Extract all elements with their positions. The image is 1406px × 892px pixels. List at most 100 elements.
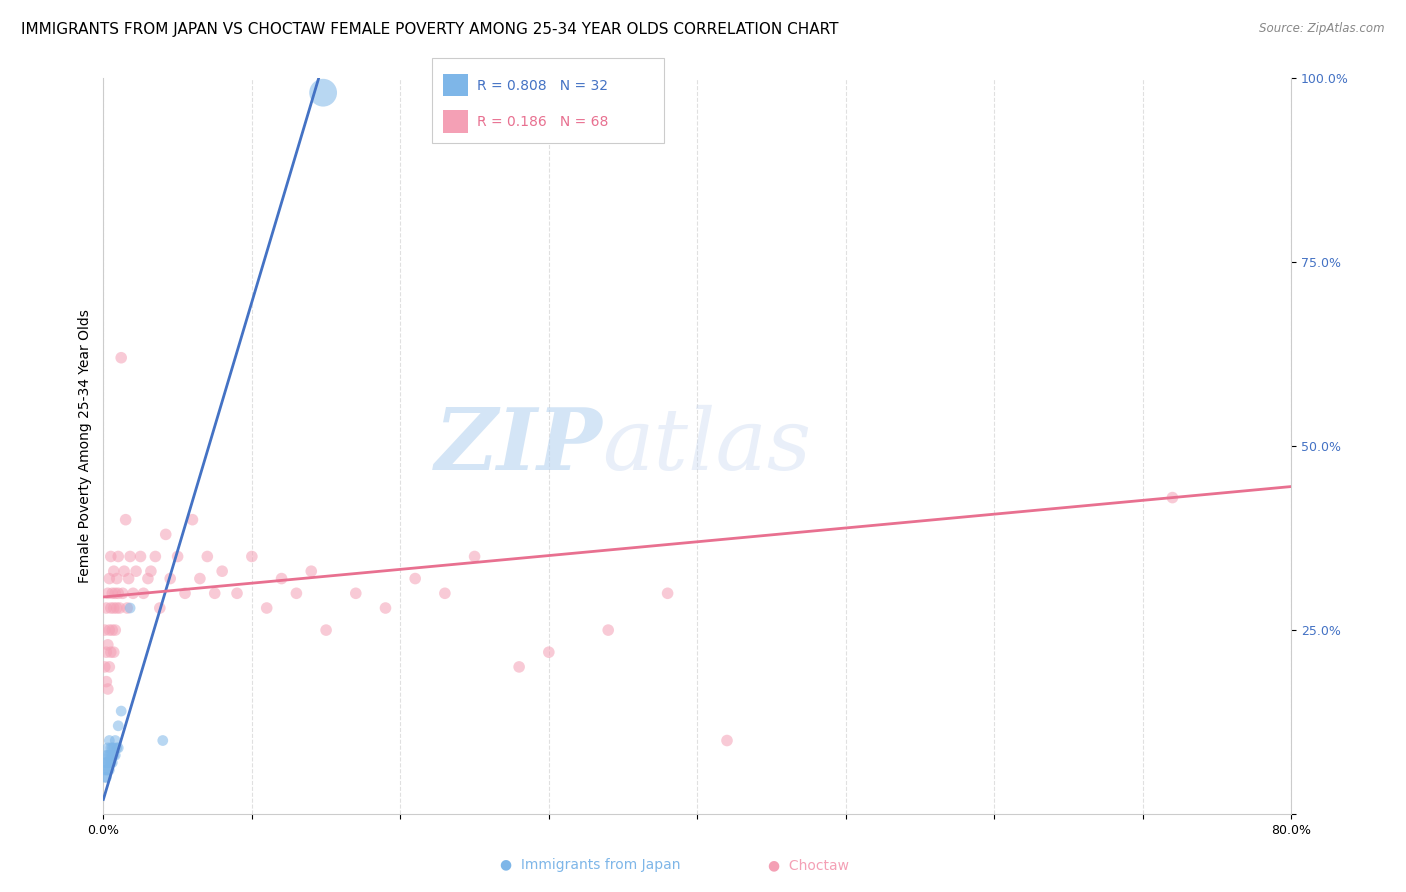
Point bbox=[152, 733, 174, 747]
Point bbox=[98, 733, 121, 747]
Point bbox=[117, 572, 139, 586]
Point bbox=[98, 756, 121, 770]
Point bbox=[315, 623, 337, 637]
Point bbox=[159, 572, 181, 586]
Point bbox=[100, 601, 122, 615]
Text: R = 0.186   N = 68: R = 0.186 N = 68 bbox=[477, 114, 607, 128]
Point bbox=[97, 756, 120, 770]
Point bbox=[94, 770, 117, 784]
Text: IMMIGRANTS FROM JAPAN VS CHOCTAW FEMALE POVERTY AMONG 25-34 YEAR OLDS CORRELATIO: IMMIGRANTS FROM JAPAN VS CHOCTAW FEMALE … bbox=[21, 22, 838, 37]
Point bbox=[188, 572, 211, 586]
Point bbox=[101, 756, 124, 770]
Point bbox=[94, 623, 117, 637]
Point bbox=[195, 549, 218, 564]
Point bbox=[136, 572, 159, 586]
Point bbox=[537, 645, 560, 659]
Text: ZIP: ZIP bbox=[434, 404, 602, 488]
Point bbox=[103, 748, 125, 763]
Point bbox=[240, 549, 263, 564]
Point bbox=[97, 681, 120, 696]
Point bbox=[256, 601, 278, 615]
Point bbox=[101, 623, 124, 637]
Point bbox=[98, 623, 121, 637]
Point bbox=[96, 763, 118, 777]
Text: Source: ZipAtlas.com: Source: ZipAtlas.com bbox=[1260, 22, 1385, 36]
Y-axis label: Female Poverty Among 25-34 Year Olds: Female Poverty Among 25-34 Year Olds bbox=[79, 310, 93, 583]
Point bbox=[657, 586, 679, 600]
Point bbox=[112, 564, 135, 578]
Point bbox=[97, 748, 120, 763]
Point bbox=[103, 740, 125, 755]
Point bbox=[211, 564, 233, 578]
Point bbox=[104, 748, 127, 763]
Point bbox=[98, 748, 121, 763]
Text: R = 0.808   N = 32: R = 0.808 N = 32 bbox=[477, 79, 607, 93]
Point bbox=[598, 623, 620, 637]
Point bbox=[433, 586, 456, 600]
Point bbox=[107, 549, 129, 564]
Point bbox=[105, 572, 128, 586]
Point bbox=[104, 586, 127, 600]
Point bbox=[312, 86, 335, 100]
Point bbox=[108, 601, 131, 615]
Point bbox=[96, 756, 118, 770]
Point bbox=[103, 645, 125, 659]
Point bbox=[374, 601, 396, 615]
Point bbox=[107, 719, 129, 733]
Point bbox=[101, 586, 124, 600]
Point bbox=[96, 645, 118, 659]
Text: ●  Immigrants from Japan: ● Immigrants from Japan bbox=[501, 858, 681, 872]
Point bbox=[155, 527, 177, 541]
Point bbox=[166, 549, 188, 564]
Point bbox=[125, 564, 148, 578]
Point bbox=[97, 763, 120, 777]
Point bbox=[107, 740, 129, 755]
Point bbox=[285, 586, 308, 600]
Point bbox=[115, 601, 138, 615]
Point bbox=[226, 586, 249, 600]
Point bbox=[104, 623, 127, 637]
Point bbox=[97, 586, 120, 600]
Point bbox=[132, 586, 155, 600]
Point bbox=[114, 513, 136, 527]
Point bbox=[96, 770, 118, 784]
Point bbox=[104, 733, 127, 747]
Point bbox=[98, 660, 121, 674]
Point bbox=[103, 601, 125, 615]
Point bbox=[111, 586, 134, 600]
Point bbox=[716, 733, 738, 747]
Point bbox=[120, 549, 142, 564]
Point bbox=[404, 572, 426, 586]
Point bbox=[1161, 491, 1184, 505]
Point bbox=[100, 756, 122, 770]
Point bbox=[97, 740, 120, 755]
Point bbox=[96, 748, 118, 763]
Point bbox=[96, 674, 118, 689]
Point bbox=[105, 740, 128, 755]
Point bbox=[94, 756, 117, 770]
Point bbox=[98, 572, 121, 586]
Point bbox=[100, 740, 122, 755]
Point bbox=[103, 564, 125, 578]
Point bbox=[270, 572, 292, 586]
Point bbox=[98, 763, 121, 777]
Point bbox=[508, 660, 530, 674]
Point bbox=[464, 549, 486, 564]
Point bbox=[100, 549, 122, 564]
Point bbox=[101, 748, 124, 763]
Point bbox=[94, 660, 117, 674]
Text: ●  Choctaw: ● Choctaw bbox=[768, 858, 849, 872]
Point bbox=[299, 564, 322, 578]
Point bbox=[97, 638, 120, 652]
Point bbox=[149, 601, 172, 615]
Point bbox=[105, 601, 128, 615]
Point bbox=[107, 586, 129, 600]
Text: atlas: atlas bbox=[602, 405, 811, 487]
Point bbox=[122, 586, 145, 600]
Point bbox=[96, 601, 118, 615]
Point bbox=[101, 740, 124, 755]
Point bbox=[139, 564, 162, 578]
Point bbox=[143, 549, 166, 564]
Point bbox=[181, 513, 204, 527]
Point bbox=[100, 748, 122, 763]
